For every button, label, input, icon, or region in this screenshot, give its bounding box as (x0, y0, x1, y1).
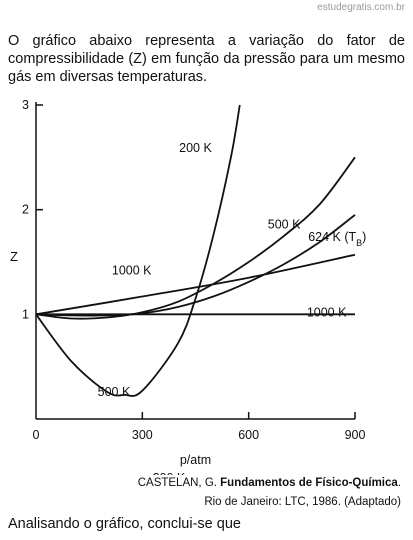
source-author: CASTELAN, G. (137, 477, 221, 489)
series-line-200-k (35, 104, 241, 397)
curve-label: 1000 K (307, 305, 347, 319)
x-tick-label: 0 (33, 428, 40, 442)
y-axis-label: Z (10, 249, 18, 264)
compressibility-chart: 0 300 600 900 1 2 3 Zp/atm 200 K 500 K 624 K (TB) 1… (10, 98, 366, 475)
footer-text: Analisando o gráfico, conclui-se que (8, 516, 241, 532)
series-line-624-k-tb (35, 214, 356, 317)
series-line-1000-k (35, 253, 356, 316)
source-citation: CASTELAN, G. Fundamentos de Físico-Quími… (138, 477, 401, 489)
y-tick-label: 1 (22, 307, 29, 321)
source-book: Fundamentos de Físico-Química (220, 477, 398, 489)
source-publisher: Rio de Janeiro: LTC, 1986. (Adaptado) (204, 496, 401, 508)
source-end: . (397, 477, 401, 489)
watermark: estudegratis.com.br (317, 2, 405, 13)
x-tick-label: 900 (345, 428, 366, 442)
series-line-500-k (35, 156, 356, 320)
y-tick-label: 3 (22, 98, 29, 112)
x-axis-label: p/atm (180, 453, 211, 467)
x-tick-label: 600 (238, 428, 259, 442)
question-text: O gráfico abaixo representa a variação d… (8, 33, 405, 85)
x-tick-label: 300 (132, 428, 153, 442)
curve-label: 200 K (179, 141, 212, 155)
curve-label: 500 K (268, 218, 301, 232)
y-tick-label: 2 (22, 203, 29, 217)
curve-label: 500 K (98, 385, 131, 399)
curve-label: 200 K (153, 471, 186, 475)
curve-label: 624 K (TB) (308, 230, 366, 248)
curve-label: 1000 K (112, 264, 152, 278)
